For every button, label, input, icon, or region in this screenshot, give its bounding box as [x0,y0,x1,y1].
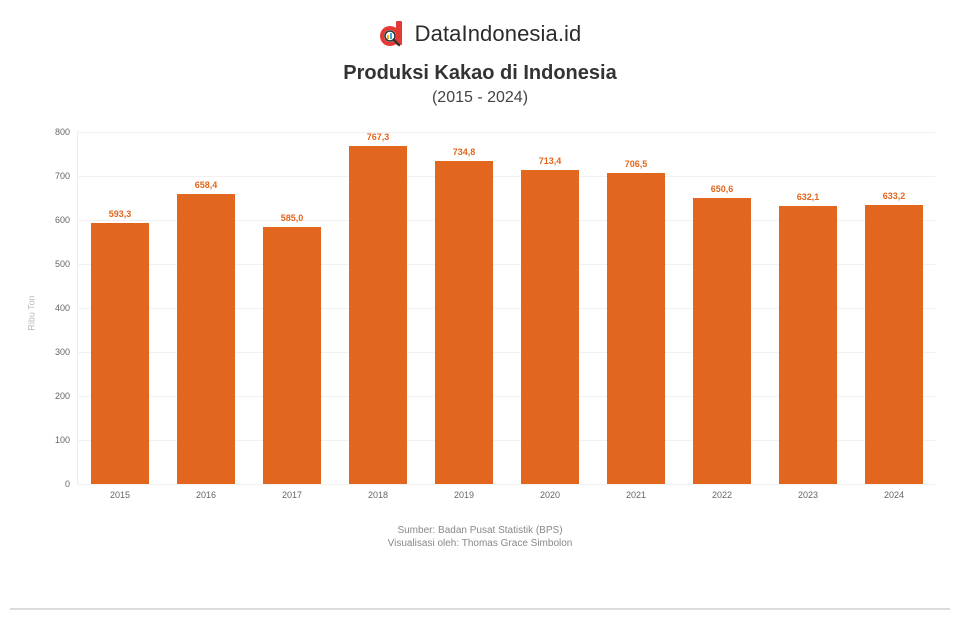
bar-2024[interactable] [865,205,923,484]
y-tick-label: 700 [54,171,70,181]
gridline [77,264,935,265]
y-tick-label: 500 [54,259,70,269]
chart-subtitle: (2015 - 2024) [431,89,529,106]
gridline [77,440,935,441]
bar-2021[interactable] [607,173,665,484]
datainsonesia-logo-icon [379,21,402,47]
bar-value-label: 658,4 [194,180,218,191]
y-tick-label: 400 [54,303,70,313]
bar-value-label: 593,3 [108,208,132,219]
y-tick-label: 800 [54,127,70,137]
bar-value-label: 706,5 [624,159,648,170]
gridline [77,176,935,177]
bar-2019[interactable] [435,160,493,484]
x-tick-label: 2017 [281,490,303,500]
y-tick-label: 600 [54,215,70,225]
gridline [77,220,935,221]
source-text: Sumber: Badan Pusat Statistik (BPS) [397,525,563,536]
bar-value-label: 633,2 [882,191,906,202]
bar-value-label: 585,0 [280,212,304,223]
y-tick-label: 100 [54,435,70,445]
gridline [77,352,935,353]
bar-value-label: 767,3 [366,132,390,143]
x-tick-label: 2019 [453,490,475,500]
bar-2016[interactable] [177,194,235,484]
bar-2017[interactable] [263,226,321,484]
x-tick-label: 2022 [711,490,733,500]
y-tick-label: 200 [54,391,70,401]
x-tick-label: 2024 [883,490,905,500]
bar-value-label: 650,6 [710,183,734,194]
bottom-divider [10,608,950,610]
brand-header: DataIndonesia.id [0,20,960,48]
bar-2023[interactable] [779,205,837,484]
x-tick-label: 2015 [109,490,131,500]
bar-2018[interactable] [349,146,407,484]
bar-2020[interactable] [521,170,579,484]
y-axis-label: Ribu Ton [26,295,37,331]
gridline [77,396,935,397]
x-tick-label: 2023 [797,490,819,500]
chart-footer: Sumber: Badan Pusat Statistik (BPS) Visu… [0,524,960,550]
x-tick-label: 2020 [539,490,561,500]
gridline [77,308,935,309]
bar-value-label: 734,8 [452,146,476,157]
gridline [77,132,935,133]
y-tick-label: 0 [64,479,70,489]
x-tick-label: 2018 [367,490,389,500]
y-axis-line [77,131,78,484]
bar-value-label: 632,1 [796,191,820,202]
chart-title: Produksi Kakao di Indonesia [343,62,617,84]
x-tick-label: 2021 [625,490,647,500]
x-tick-label: 2016 [195,490,217,500]
gridline [77,484,935,485]
y-tick-label: 300 [54,347,70,357]
brand-name: DataIndonesia.id [414,21,582,46]
bar-2015[interactable] [91,222,149,484]
credit-text: Visualisasi oleh: Thomas Grace Simbolon [387,538,573,549]
bar-value-label: 713,4 [538,156,562,167]
bar-2022[interactable] [693,197,751,484]
